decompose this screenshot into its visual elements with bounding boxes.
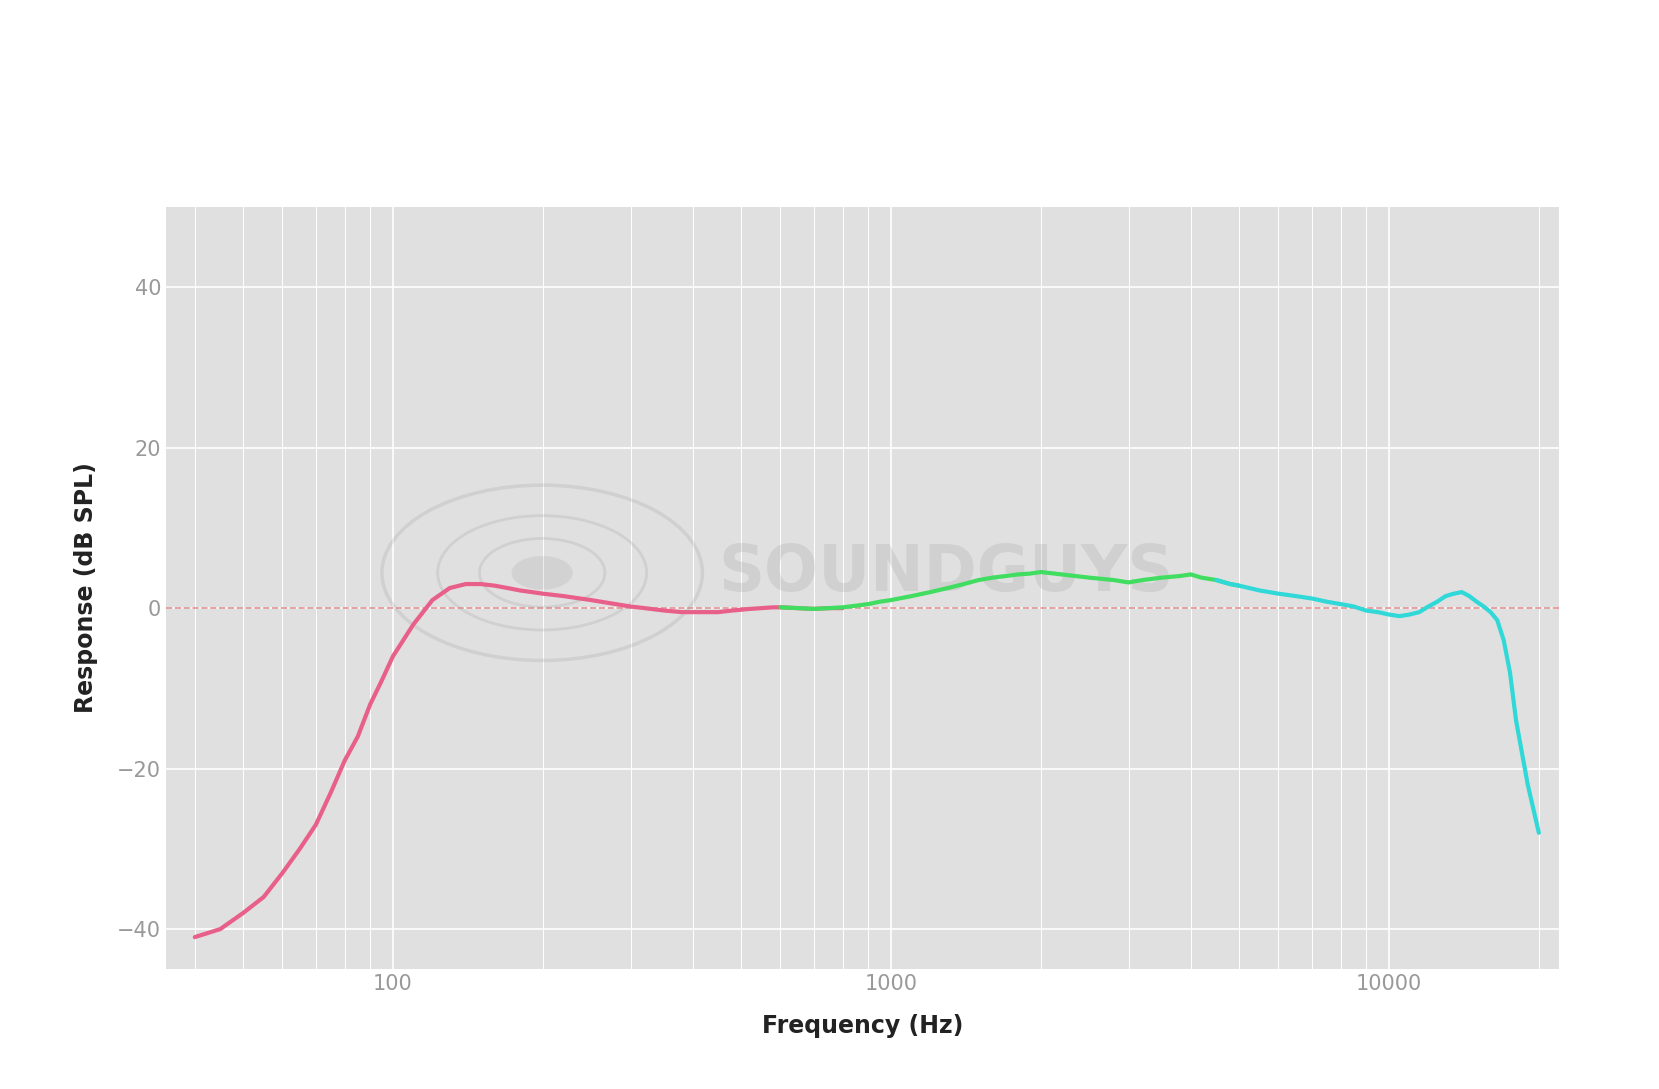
X-axis label: Frequency (Hz): Frequency (Hz) <box>761 1014 964 1038</box>
Text: SOUNDGUYS: SOUNDGUYS <box>718 542 1175 603</box>
Circle shape <box>511 556 572 589</box>
Text: Shure SM58 Frequency Response: Shure SM58 Frequency Response <box>440 56 1219 97</box>
Y-axis label: Response (dB SPL): Response (dB SPL) <box>73 463 98 713</box>
